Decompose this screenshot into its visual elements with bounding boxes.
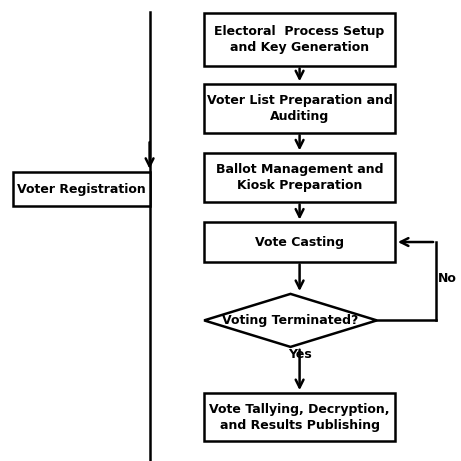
Text: Voting Terminated?: Voting Terminated? xyxy=(222,314,359,327)
FancyBboxPatch shape xyxy=(204,13,395,65)
Text: Voter Registration: Voter Registration xyxy=(17,183,146,195)
Text: Vote Casting: Vote Casting xyxy=(255,236,344,248)
Text: Ballot Management and
Kiosk Preparation: Ballot Management and Kiosk Preparation xyxy=(216,163,384,192)
Text: Electoral  Process Setup
and Key Generation: Electoral Process Setup and Key Generati… xyxy=(214,25,385,53)
FancyBboxPatch shape xyxy=(204,84,395,133)
FancyBboxPatch shape xyxy=(13,172,149,207)
Text: Yes: Yes xyxy=(288,348,312,361)
Text: Vote Tallying, Decryption,
and Results Publishing: Vote Tallying, Decryption, and Results P… xyxy=(209,403,390,431)
FancyBboxPatch shape xyxy=(204,223,395,262)
FancyBboxPatch shape xyxy=(204,153,395,202)
Text: Voter List Preparation and
Auditing: Voter List Preparation and Auditing xyxy=(207,94,392,123)
Polygon shape xyxy=(204,294,377,347)
FancyBboxPatch shape xyxy=(204,393,395,442)
Text: No: No xyxy=(438,272,457,285)
